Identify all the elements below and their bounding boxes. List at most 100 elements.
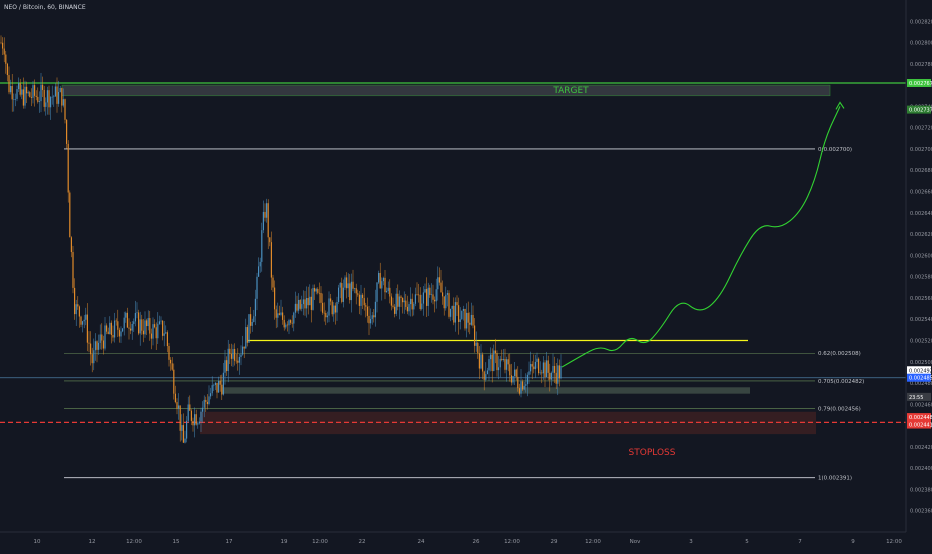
candle-body (323, 312, 325, 314)
candle-body (131, 323, 133, 331)
candle-body (163, 333, 165, 336)
candle-body (3, 48, 5, 55)
candle-body (357, 293, 359, 295)
candle-body (277, 313, 279, 318)
candle-body (144, 320, 146, 335)
candle-body (426, 289, 428, 306)
candle-body (291, 322, 293, 324)
candle-body (400, 296, 402, 298)
candle-body (112, 334, 114, 338)
candle-body (392, 305, 394, 307)
target-line-badge: 0.002767 (909, 81, 932, 87)
candle-body (26, 86, 28, 94)
candle-body (259, 261, 261, 267)
candle-body (115, 320, 117, 322)
candle-body (352, 281, 354, 289)
candle-body (42, 84, 44, 90)
candle-body (342, 287, 344, 302)
candle-body (98, 342, 100, 350)
candle-body (21, 89, 23, 95)
candle-body (282, 312, 284, 320)
candle-body (358, 294, 360, 306)
candle-body (467, 312, 469, 323)
candle-body (214, 382, 216, 385)
candle-body (366, 306, 368, 316)
stop2-badge-bg (907, 420, 931, 429)
candle-body (59, 88, 61, 93)
y-tick-label: 0.002580 (910, 275, 932, 281)
candle-body (75, 304, 77, 315)
candle-body (82, 321, 84, 325)
candle-body (123, 317, 125, 329)
candle-body (0, 42, 2, 44)
candle-body (246, 327, 248, 343)
candle-body (363, 298, 365, 306)
candle-body (37, 96, 39, 102)
candle-body (443, 296, 445, 309)
candle-body (43, 89, 45, 107)
candle-body (254, 298, 256, 317)
x-tick-label: 12:00 (312, 539, 328, 545)
candle-body (382, 277, 384, 282)
candle-body (122, 328, 124, 332)
candle-body (395, 293, 397, 314)
candle-body (555, 372, 557, 384)
candle-body (107, 331, 109, 335)
candle-body (410, 298, 412, 305)
candle-body (2, 42, 4, 49)
candle-body (341, 283, 343, 302)
candle-body (14, 98, 16, 100)
candle-body (501, 358, 503, 360)
candle-body (397, 293, 399, 307)
candle-body (200, 411, 202, 422)
candle-body (141, 319, 143, 331)
time-badge-bg (907, 392, 931, 401)
candle-body (245, 327, 247, 349)
candle-body (66, 119, 68, 144)
candle-body (146, 320, 148, 327)
y-tick-label: 0.002780 (910, 62, 932, 68)
candle-body (194, 414, 196, 426)
candle-body (430, 294, 432, 296)
candle-body (155, 327, 157, 339)
candle-body (494, 350, 496, 354)
candle-body (506, 359, 508, 370)
candle-body (296, 303, 298, 311)
candle-body (5, 54, 7, 64)
candle-body (278, 313, 280, 315)
candle-body (238, 357, 240, 363)
candle-body (219, 380, 221, 385)
candle-body (557, 365, 559, 384)
candle-body (318, 292, 320, 294)
candle-body (552, 365, 554, 373)
candle-body (94, 341, 96, 351)
x-tick-label: 12:00 (126, 539, 142, 545)
candle-body (251, 321, 253, 326)
candle-body (378, 272, 380, 283)
candle-body (138, 312, 140, 334)
candle-body (446, 293, 448, 295)
projection-arrow (835, 101, 845, 110)
candle-body (299, 299, 301, 309)
candle-body (411, 298, 413, 310)
candle-body (35, 95, 37, 97)
candle-body (309, 296, 311, 306)
y-tick-label: 0.002500 (910, 360, 932, 366)
candle-body (520, 381, 522, 394)
candle-body (549, 372, 551, 380)
candle-body (534, 361, 536, 370)
candle-body (314, 288, 316, 292)
candle-body (237, 360, 239, 363)
candle-body (286, 324, 288, 326)
x-tick-label: 12:00 (886, 539, 902, 545)
candle-body (150, 333, 152, 339)
candle-body (458, 305, 460, 322)
y-tick-label: 0.002720 (910, 126, 932, 132)
x-tick-label: 26 (473, 539, 480, 545)
candle-body (442, 292, 444, 297)
y-axis-bg (906, 0, 932, 550)
y-tick-label: 0.002520 (910, 338, 932, 344)
candle-body (48, 90, 50, 108)
